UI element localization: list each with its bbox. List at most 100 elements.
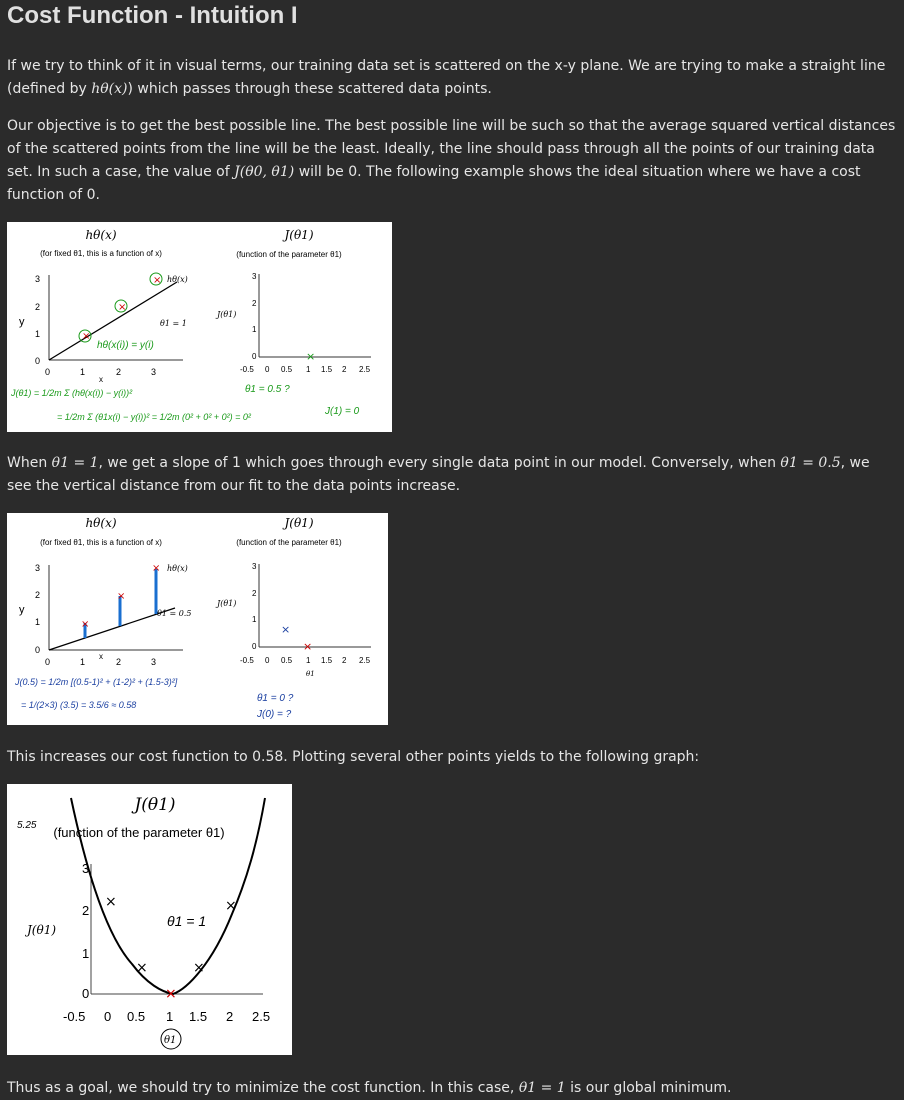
paragraph-text: If we try to think of it in visual terms…: [7, 58, 886, 97]
x-tick: 1.5: [189, 1009, 207, 1024]
j-x-tick: 2: [342, 656, 347, 665]
math-h-theta: hθ(x): [91, 81, 128, 97]
j-x-tick: 2: [342, 365, 347, 374]
paragraph-text: Our objective is to get the best possibl…: [7, 118, 896, 180]
point-highlight: [149, 272, 163, 286]
y-tick: 1: [35, 617, 40, 627]
curve-point: ×: [225, 898, 237, 914]
handwritten-cost: J(0.5) = 1/2m [(0.5-1)² + (1-2)² + (1.5-…: [14, 677, 178, 687]
y-tick: 1: [82, 946, 89, 961]
paragraph-conclusion: Thus as a goal, we should try to minimiz…: [7, 1077, 897, 1100]
point-highlight: [114, 299, 128, 313]
y-tick: 0: [82, 986, 89, 1001]
paragraph-objective: Our objective is to get the best possibl…: [7, 115, 897, 207]
paragraph-increase: This increases our cost function to 0.58…: [7, 749, 700, 765]
j-y-tick: 1: [252, 325, 257, 334]
j-y-tick: 3: [252, 562, 257, 571]
line-label: hθ(x): [167, 275, 188, 284]
data-point: ×: [81, 619, 89, 630]
line-label: hθ(x): [167, 564, 188, 573]
handwritten-question-2: J(0) = ?: [256, 709, 292, 720]
figure-cost-theta-05: hθ(x) (for fixed θ1, this is a function …: [7, 513, 388, 725]
math-theta-1: θ1 = 1: [51, 455, 99, 471]
left-plot-title: hθ(x): [85, 228, 116, 242]
paragraph-text: is our global minimum.: [570, 1080, 732, 1096]
y-tick: 2: [35, 590, 40, 600]
handwritten-note: 5.25: [17, 820, 37, 831]
data-point: ×: [118, 302, 126, 313]
y-tick: 0: [35, 645, 40, 655]
math-j-theta: J(θ0, θ1): [234, 164, 295, 180]
hypothesis-line: [48, 607, 176, 651]
x-tick: 2.5: [252, 1009, 270, 1024]
handwritten-note: hθ(x(i)) = y(i): [97, 340, 154, 351]
paragraph-intro: If we try to think of it in visual terms…: [7, 55, 897, 101]
page-title: Cost Function - Intuition I: [7, 2, 298, 29]
y-tick: 0: [35, 356, 40, 366]
handwritten-question: θ1 = 0.5 ?: [245, 384, 290, 395]
j-x-tick: 2.5: [359, 656, 371, 665]
j-x-tick: 0: [265, 365, 270, 374]
x-tick: 1: [80, 657, 85, 667]
x-axis-label: x: [99, 375, 103, 384]
x-tick: 0.5: [127, 1009, 145, 1024]
curve-point: ×: [105, 894, 117, 910]
math-theta-min: θ1 = 1: [518, 1080, 566, 1096]
x-axis-label: θ1: [164, 1035, 176, 1046]
y-axis-label: J(θ1): [24, 923, 56, 937]
left-plot-subtitle: (for fixed θ1, this is a function of x): [40, 249, 162, 258]
curve-point: ×: [136, 960, 148, 976]
y-tick: 3: [35, 274, 40, 284]
handwritten-cost-2: = 1/2m Σ (θ1x(i) − y(i))² = 1/2m (0² + 0…: [57, 412, 252, 422]
x-tick: 0: [45, 657, 50, 667]
j-y-tick: 0: [252, 642, 257, 651]
y-axis-label: y: [19, 316, 25, 328]
j-x-tick: 2.5: [359, 365, 371, 374]
paragraph-slope: When θ1 = 1, we get a slope of 1 which g…: [7, 452, 897, 498]
y-tick: 1: [35, 329, 40, 339]
j-x-tick: 0: [265, 656, 270, 665]
theta-circle: [160, 1028, 182, 1050]
data-point: ×: [82, 331, 90, 342]
j-x-tick: -0.5: [240, 365, 254, 374]
x-tick: 2: [116, 367, 121, 377]
paragraph-text: , we see the vertical distance from our …: [7, 455, 870, 494]
paragraph-text: When: [7, 455, 48, 471]
x-tick: -0.5: [63, 1009, 85, 1024]
right-plot-title: J(θ1): [281, 228, 313, 242]
j-data-point: ×: [281, 623, 290, 636]
y-axis-label: y: [19, 604, 25, 616]
figure-cost-theta-1: hθ(x) (for fixed θ1, this is a function …: [7, 222, 392, 432]
point-highlight: [78, 329, 92, 343]
handwritten-theta: θ1 = 1: [167, 913, 206, 929]
paragraph-text: ) which passes through these scattered d…: [127, 81, 492, 97]
handwritten-question: θ1 = 0 ?: [257, 693, 294, 704]
y-tick: 3: [82, 861, 89, 876]
right-plot-subtitle: (function of the parameter θ1): [236, 538, 342, 547]
y-tick: 2: [82, 903, 89, 918]
j-y-label: J(θ1): [215, 310, 236, 319]
j-y-tick: 2: [252, 299, 257, 308]
j-y-tick: 2: [252, 589, 257, 598]
handwritten-cost-2: = 1/(2×3) (3.5) = 3.5/6 ≈ 0.58: [21, 700, 136, 710]
paragraph-text: , we get a slope of 1 which goes through…: [98, 455, 776, 471]
x-tick: 3: [151, 367, 156, 377]
j-x-tick: 0.5: [281, 365, 293, 374]
paragraph-text: will be 0. The following example shows t…: [7, 164, 861, 203]
x-tick: 3: [151, 657, 156, 667]
theta-label: θ1 = 0.5: [157, 609, 191, 618]
j-x-axis-label: θ1: [306, 670, 315, 678]
j-y-tick: 1: [252, 615, 257, 624]
y-tick: 2: [35, 302, 40, 312]
x-tick: 2: [116, 657, 121, 667]
j-y-tick: 3: [252, 272, 257, 281]
j-x-tick: 1: [306, 365, 311, 374]
paragraph-text: Thus as a goal, we should try to minimiz…: [7, 1080, 515, 1096]
data-point: ×: [153, 275, 161, 286]
x-tick: 1: [166, 1009, 173, 1024]
right-plot-title: J(θ1): [281, 516, 313, 530]
j-data-point: ×: [303, 640, 312, 653]
theta-label: θ1 = 1: [160, 319, 187, 328]
j-x-tick: 1.5: [321, 656, 333, 665]
right-plot-subtitle: (function of the parameter θ1): [236, 250, 342, 259]
